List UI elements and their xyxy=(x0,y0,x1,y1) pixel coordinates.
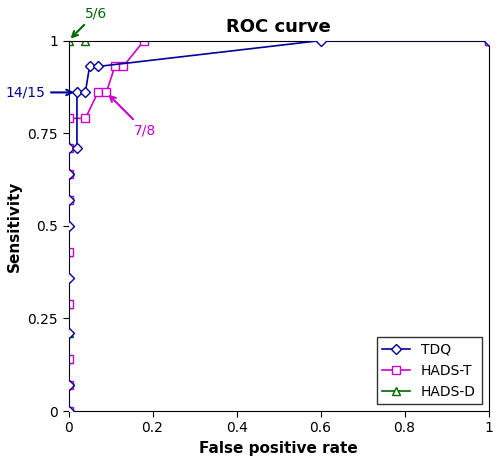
HADS-T xyxy=(112,64,118,69)
HADS-T xyxy=(141,38,147,44)
TDQ xyxy=(318,38,324,44)
Text: 5/6: 5/6 xyxy=(72,6,107,37)
Line: TDQ: TDQ xyxy=(65,37,492,414)
TDQ xyxy=(82,90,88,95)
HADS-T xyxy=(66,171,71,177)
X-axis label: False positive rate: False positive rate xyxy=(199,441,358,456)
Line: HADS-T: HADS-T xyxy=(64,37,493,415)
TDQ xyxy=(74,145,80,151)
TDQ xyxy=(66,331,71,336)
HADS-T xyxy=(95,90,101,95)
TDQ xyxy=(66,223,71,229)
HADS-T xyxy=(66,116,71,121)
TDQ xyxy=(66,171,71,177)
HADS-T xyxy=(66,145,71,151)
HADS-T xyxy=(120,64,126,69)
HADS-T xyxy=(66,357,71,362)
HADS-T xyxy=(66,197,71,203)
TDQ xyxy=(66,408,71,414)
TDQ xyxy=(66,197,71,203)
TDQ xyxy=(66,382,71,388)
HADS-D xyxy=(66,331,71,336)
HADS-D xyxy=(66,249,71,255)
Legend: TDQ, HADS-T, HADS-D: TDQ, HADS-T, HADS-D xyxy=(376,337,482,404)
TDQ xyxy=(95,64,101,69)
HADS-D xyxy=(66,38,71,44)
TDQ xyxy=(486,38,492,44)
Text: 14/15: 14/15 xyxy=(6,86,72,100)
Text: 7/8: 7/8 xyxy=(110,96,156,138)
HADS-T xyxy=(66,408,71,414)
HADS-T xyxy=(82,116,88,121)
HADS-D xyxy=(486,38,492,44)
HADS-D xyxy=(66,301,71,307)
HADS-D xyxy=(82,38,88,44)
HADS-T xyxy=(486,38,492,44)
TDQ xyxy=(74,90,80,95)
Line: HADS-D: HADS-D xyxy=(64,37,493,415)
HADS-T xyxy=(104,90,110,95)
HADS-T xyxy=(66,301,71,307)
TDQ xyxy=(66,275,71,281)
HADS-D xyxy=(66,408,71,414)
TDQ xyxy=(66,145,71,151)
HADS-T xyxy=(66,249,71,255)
Y-axis label: Sensitivity: Sensitivity xyxy=(7,180,22,271)
Title: ROC curve: ROC curve xyxy=(226,18,331,36)
HADS-T xyxy=(66,382,71,388)
TDQ xyxy=(86,64,92,69)
HADS-D xyxy=(66,357,71,362)
